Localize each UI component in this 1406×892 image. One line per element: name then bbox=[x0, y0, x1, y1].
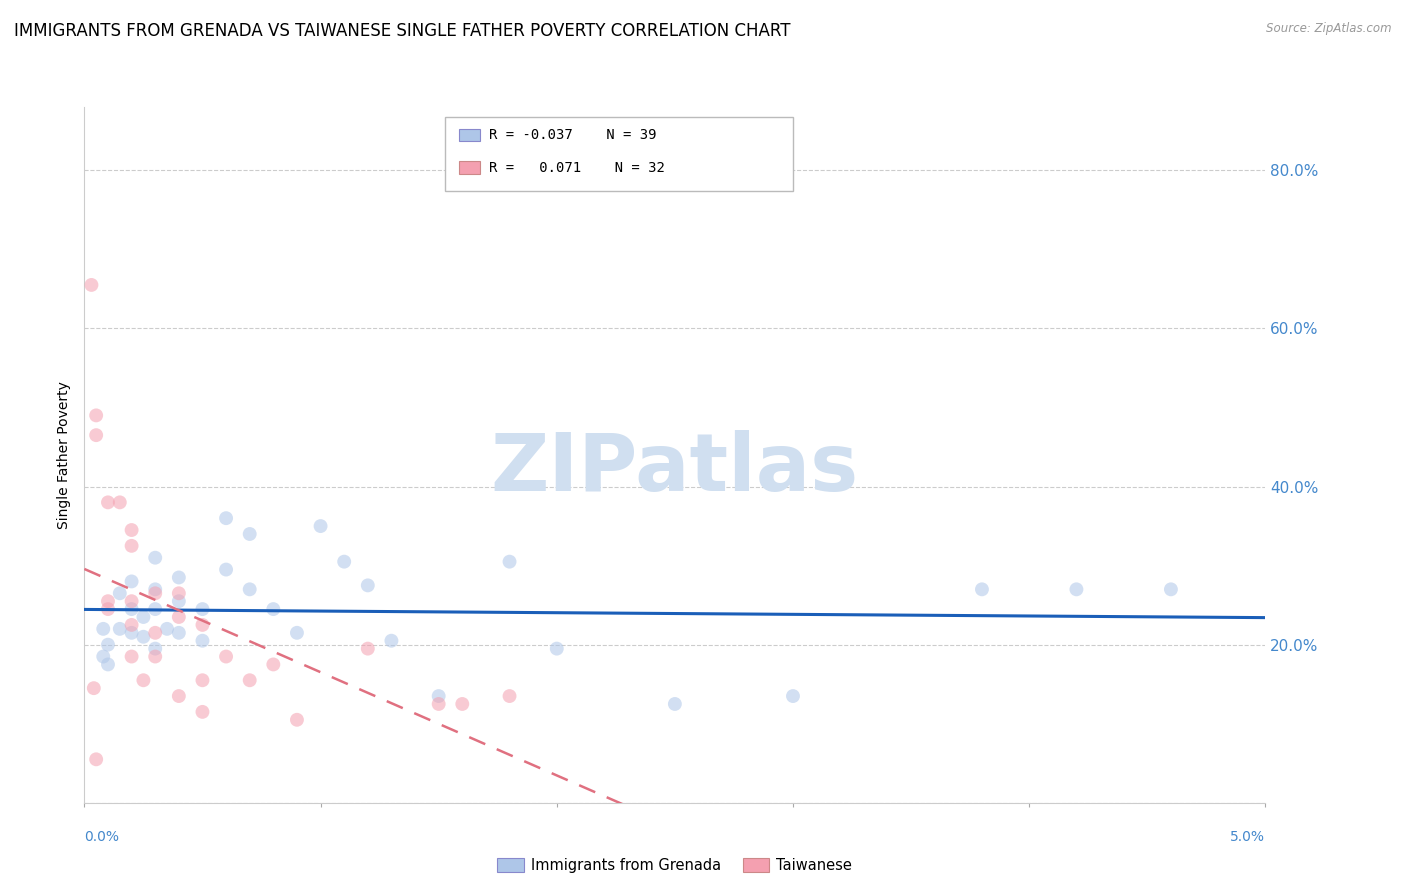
Point bbox=[143, 602, 166, 616]
Point bbox=[309, 519, 332, 533]
Point bbox=[1066, 582, 1088, 597]
Point bbox=[143, 586, 166, 600]
Text: 0.0%: 0.0% bbox=[84, 830, 120, 844]
Point bbox=[84, 752, 107, 766]
Text: Source: ZipAtlas.com: Source: ZipAtlas.com bbox=[1267, 22, 1392, 36]
Point bbox=[132, 673, 155, 688]
Point bbox=[191, 705, 214, 719]
Point bbox=[427, 697, 450, 711]
FancyBboxPatch shape bbox=[458, 128, 479, 141]
Point bbox=[970, 582, 993, 597]
FancyBboxPatch shape bbox=[444, 118, 793, 191]
Point bbox=[451, 697, 474, 711]
Point bbox=[498, 555, 520, 569]
Point bbox=[380, 633, 402, 648]
Point bbox=[357, 641, 380, 656]
Text: R =   0.071    N = 32: R = 0.071 N = 32 bbox=[489, 161, 665, 175]
Point bbox=[1160, 582, 1182, 597]
Point bbox=[285, 625, 308, 640]
Point bbox=[498, 689, 520, 703]
Point bbox=[262, 657, 284, 672]
Point bbox=[357, 578, 380, 592]
Point bbox=[167, 625, 190, 640]
Point bbox=[191, 673, 214, 688]
Point bbox=[108, 495, 131, 509]
Point bbox=[215, 511, 238, 525]
Point bbox=[121, 539, 143, 553]
Point bbox=[239, 582, 262, 597]
Point bbox=[97, 594, 120, 608]
Point bbox=[84, 428, 107, 442]
Point bbox=[91, 622, 114, 636]
Point bbox=[143, 649, 166, 664]
Point bbox=[215, 563, 238, 577]
Point bbox=[97, 602, 120, 616]
Point bbox=[167, 586, 190, 600]
Point bbox=[167, 594, 190, 608]
Point bbox=[239, 527, 262, 541]
Point bbox=[84, 409, 107, 423]
Point bbox=[546, 641, 568, 656]
Text: R = -0.037    N = 39: R = -0.037 N = 39 bbox=[489, 128, 657, 142]
Point bbox=[191, 618, 214, 632]
FancyBboxPatch shape bbox=[458, 161, 479, 174]
Point bbox=[156, 622, 179, 636]
Point bbox=[83, 681, 105, 695]
Point bbox=[262, 602, 284, 616]
Text: 5.0%: 5.0% bbox=[1230, 830, 1265, 844]
Point bbox=[167, 610, 190, 624]
Point bbox=[132, 610, 155, 624]
Point bbox=[97, 638, 120, 652]
Point bbox=[782, 689, 804, 703]
Point bbox=[143, 550, 166, 565]
Point bbox=[108, 586, 131, 600]
Point bbox=[97, 657, 120, 672]
Point bbox=[427, 689, 450, 703]
Legend: Immigrants from Grenada, Taiwanese: Immigrants from Grenada, Taiwanese bbox=[492, 853, 858, 879]
Point bbox=[191, 633, 214, 648]
Point bbox=[121, 602, 143, 616]
Point bbox=[121, 649, 143, 664]
Point bbox=[285, 713, 308, 727]
Point bbox=[143, 641, 166, 656]
Text: IMMIGRANTS FROM GRENADA VS TAIWANESE SINGLE FATHER POVERTY CORRELATION CHART: IMMIGRANTS FROM GRENADA VS TAIWANESE SIN… bbox=[14, 22, 790, 40]
Point bbox=[121, 574, 143, 589]
Point bbox=[167, 570, 190, 584]
Point bbox=[143, 625, 166, 640]
Point bbox=[143, 582, 166, 597]
Point bbox=[91, 649, 114, 664]
Point bbox=[132, 630, 155, 644]
Point bbox=[121, 618, 143, 632]
Point bbox=[121, 523, 143, 537]
Point bbox=[108, 622, 131, 636]
Point bbox=[80, 277, 103, 292]
Point bbox=[664, 697, 686, 711]
Point bbox=[97, 495, 120, 509]
Point bbox=[239, 673, 262, 688]
Point bbox=[215, 649, 238, 664]
Point bbox=[191, 602, 214, 616]
Point bbox=[167, 689, 190, 703]
Text: ZIPatlas: ZIPatlas bbox=[491, 430, 859, 508]
Y-axis label: Single Father Poverty: Single Father Poverty bbox=[58, 381, 72, 529]
Point bbox=[121, 625, 143, 640]
Point bbox=[121, 594, 143, 608]
Point bbox=[333, 555, 356, 569]
